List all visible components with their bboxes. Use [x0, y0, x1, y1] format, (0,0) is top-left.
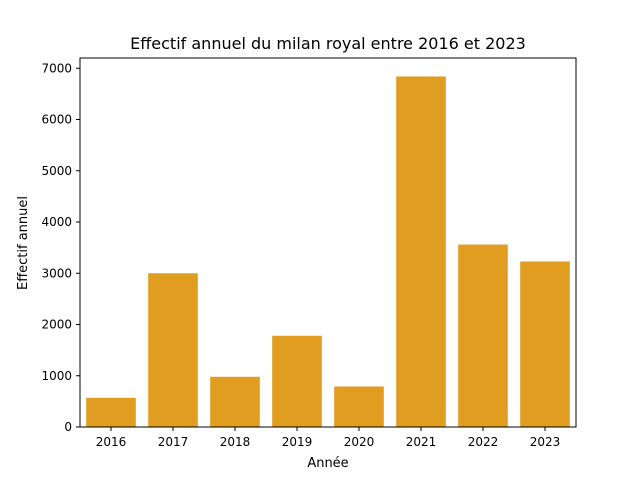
y-tick-label: 3000 [41, 266, 72, 280]
y-tick-label: 6000 [41, 113, 72, 127]
bar-2021 [396, 76, 446, 427]
chart-title: Effectif annuel du milan royal entre 201… [130, 34, 526, 53]
bar-2020 [334, 386, 384, 427]
bar-2017 [148, 273, 198, 427]
x-tick-label: 2016 [96, 435, 127, 449]
y-tick-label: 7000 [41, 61, 72, 75]
y-tick-label: 4000 [41, 215, 72, 229]
y-tick-label: 1000 [41, 369, 72, 383]
bar-2016 [86, 397, 136, 427]
plot-area: 2016 2017 2018 2019 2020 2021 2022 2023 0 1000 200… [41, 57, 577, 449]
x-tick-label: 2019 [282, 435, 313, 449]
x-tick-label: 2020 [344, 435, 375, 449]
bar-2018 [210, 376, 260, 427]
y-tick-label: 5000 [41, 164, 72, 178]
bar-2022 [458, 244, 508, 427]
x-axis-label: Année [307, 456, 348, 471]
x-tick-label: 2021 [406, 435, 437, 449]
x-tick-label: 2022 [468, 435, 499, 449]
x-tick-label: 2023 [530, 435, 561, 449]
bar-2023 [520, 261, 570, 427]
x-tick-label: 2017 [158, 435, 189, 449]
y-axis-label: Effectif annuel [16, 196, 31, 290]
y-tick-label: 2000 [41, 318, 72, 332]
x-tick-label: 2018 [220, 435, 251, 449]
axes-frame [79, 57, 577, 428]
bar-2019 [272, 335, 322, 427]
y-tick-label: 0 [64, 420, 72, 434]
